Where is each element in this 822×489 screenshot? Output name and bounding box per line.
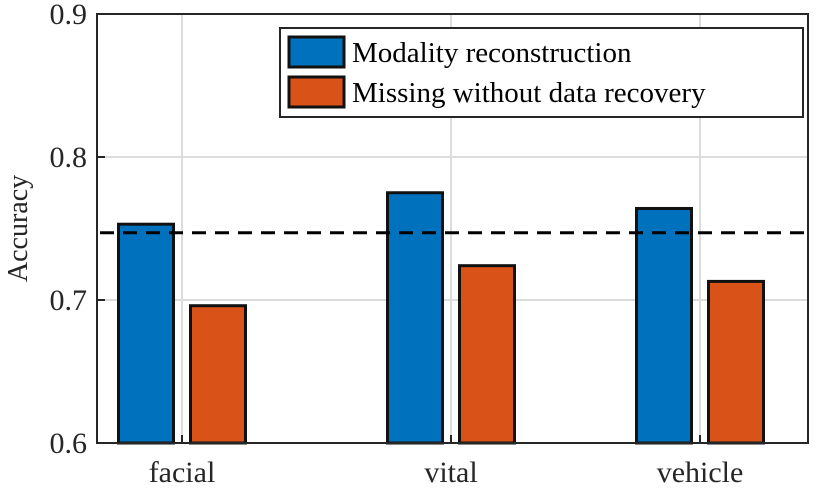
bar-vital-series-1 — [386, 191, 444, 445]
x-tick-label-vehicle: vehicle — [657, 456, 744, 489]
plot-frame — [96, 13, 809, 444]
bar-facial-series-1 — [117, 222, 175, 445]
bar-vehicle-series-1 — [635, 206, 693, 445]
x-tick-label-vital: vital — [424, 456, 477, 489]
bars — [117, 191, 765, 445]
y-axis-label: Accuracy — [3, 175, 34, 282]
legend-label-series-1: Modality reconstruction — [352, 37, 632, 69]
x-tick-labels: facial vital vehicle — [149, 435, 744, 489]
legend-label-series-2: Missing without data recovery — [352, 77, 706, 109]
bar-vital-series-2 — [458, 264, 516, 445]
y-tick-label: 0.8 — [50, 141, 88, 174]
legend: Modality reconstruction Missing without d… — [279, 27, 804, 118]
bar-facial-series-2 — [189, 304, 247, 445]
y-tick-label: 0.9 — [50, 0, 88, 31]
bar-vehicle-series-2 — [707, 279, 765, 445]
x-tick-label-facial: facial — [149, 456, 216, 489]
y-tick-labels: 0.6 0.7 0.8 0.9 — [50, 0, 105, 460]
legend-swatch-series-1 — [287, 35, 346, 69]
legend-box — [279, 27, 804, 118]
legend-swatch-series-2 — [287, 75, 346, 109]
y-tick-label: 0.7 — [50, 284, 88, 317]
y-tick-label: 0.6 — [50, 427, 88, 460]
